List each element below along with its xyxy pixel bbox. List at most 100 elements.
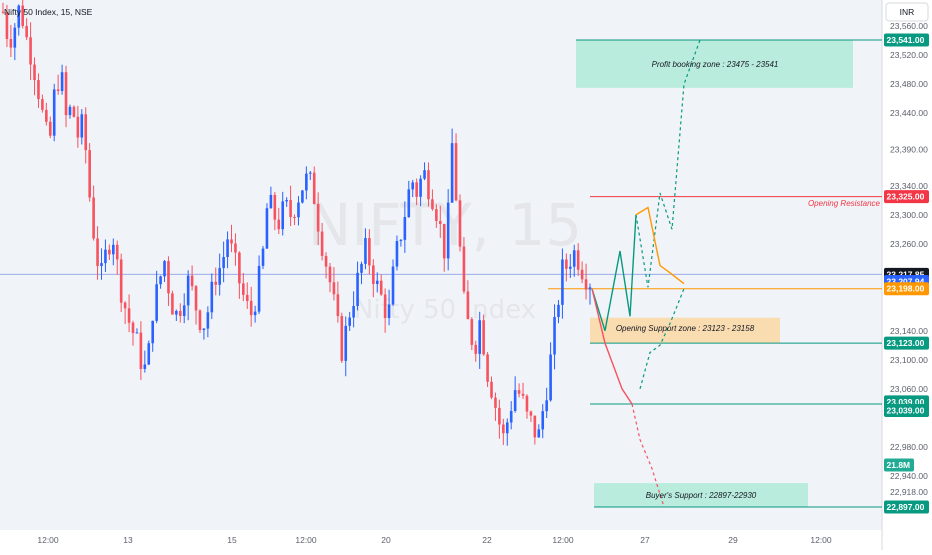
- candle-body: [48, 121, 52, 136]
- time-tick-label: 12:00: [37, 535, 59, 545]
- candle-body: [470, 319, 474, 345]
- time-tick-label: 12:00: [810, 535, 832, 545]
- candle-body: [76, 116, 80, 138]
- candle-body: [9, 39, 13, 48]
- candle-body: [348, 317, 351, 326]
- candle-body: [269, 194, 273, 209]
- support-zone-label: Opening Support zone : 23123 - 23158: [616, 324, 755, 333]
- candle-body: [517, 390, 521, 394]
- candle-body: [340, 316, 344, 361]
- opening-resistance-label: Opening Resistance: [808, 199, 881, 208]
- price-tag-text: 22,897.00: [887, 502, 925, 512]
- candle-body: [588, 287, 592, 290]
- candle-body: [486, 354, 489, 382]
- time-tick-label: 13: [123, 535, 133, 545]
- time-axis-background: [0, 530, 882, 550]
- price-tag-text: 23,039.00: [887, 397, 925, 407]
- price-tag-text: 23,541.00: [887, 35, 925, 45]
- candle-body: [537, 429, 541, 438]
- candle-body: [521, 393, 525, 396]
- bear-projection-dashed: [631, 403, 665, 508]
- candle-body: [474, 344, 478, 354]
- candle-body: [198, 310, 202, 331]
- price-tag-text: 23,325.00: [887, 192, 925, 202]
- bull-projection-dashed: [635, 39, 701, 288]
- time-tick-label: 15: [227, 535, 237, 545]
- candle-body: [96, 238, 99, 267]
- candle-body: [88, 150, 91, 198]
- candle-body: [245, 294, 249, 301]
- currency-button[interactable]: INR: [885, 2, 929, 22]
- candle-body: [143, 364, 147, 369]
- candle-body: [368, 238, 371, 266]
- candle-body: [525, 395, 529, 412]
- candle-body: [502, 424, 505, 434]
- candle-body: [360, 263, 363, 273]
- candle-body: [572, 250, 576, 267]
- candle-body: [352, 306, 355, 318]
- buyers-support-label: Buyer's Support : 22897-22930: [646, 491, 757, 500]
- price-tag-text: 21.8M: [887, 460, 911, 470]
- price-tick-label: 23,300.00: [890, 210, 928, 220]
- price-tag-bg: [884, 404, 929, 418]
- candle-body: [171, 293, 174, 315]
- price-tick-label: 23,100.00: [890, 355, 928, 365]
- candle-body: [273, 194, 277, 220]
- candle-body: [277, 219, 281, 230]
- candle-body: [458, 200, 462, 247]
- candle-body: [379, 280, 383, 295]
- bear-projection-solid: [591, 288, 633, 405]
- plot-background: [0, 0, 882, 530]
- candle-body: [324, 255, 328, 267]
- candle-body: [372, 265, 375, 285]
- candle-body: [60, 72, 64, 91]
- price-tag-text: 23,198.00: [887, 284, 925, 294]
- watermark-subtitle: Nifty 50 Index: [354, 295, 536, 325]
- candle-body: [438, 220, 442, 224]
- zones-layer: [576, 40, 853, 507]
- candle-body: [289, 200, 292, 217]
- candle-body: [41, 99, 44, 110]
- candle-body: [139, 332, 143, 369]
- price-tag-text: 23,123.00: [887, 338, 925, 348]
- bull-projection-solid: [591, 214, 637, 331]
- candle-body: [462, 246, 466, 292]
- candle-body: [435, 209, 438, 221]
- candle-body: [100, 263, 103, 267]
- levels-layer: [0, 39, 882, 508]
- candle-body: [214, 281, 218, 285]
- candle-body: [281, 201, 285, 230]
- currency-button-label[interactable]: INR: [900, 7, 915, 17]
- price-tag-bg: [884, 33, 929, 47]
- price-tick-label: 23,440.00: [890, 108, 928, 118]
- symbol-header[interactable]: Nifty 50 Index, 15, NSE: [4, 7, 93, 17]
- candle-body: [202, 328, 206, 331]
- candle-body: [565, 259, 568, 269]
- candle-body: [478, 320, 481, 354]
- profit-zone-label: Profit booking zone : 23475 - 23541: [652, 60, 779, 69]
- currency-button-frame[interactable]: [885, 2, 929, 22]
- price-tag-text: 23,039.00: [887, 406, 925, 416]
- time-tick-label: 20: [381, 535, 391, 545]
- time-tick-label: 22: [482, 535, 492, 545]
- candle-body: [553, 317, 556, 355]
- candle-body: [84, 114, 88, 151]
- candle-body: [210, 281, 214, 313]
- price-tags: 23,541.0023,325.0023,217.8523,207.9423,1…: [884, 33, 929, 514]
- candle-body: [234, 243, 237, 253]
- candle-body: [123, 302, 127, 309]
- candle-body: [33, 64, 36, 81]
- candle-body: [364, 238, 367, 264]
- buyers-support-rect: [594, 483, 808, 507]
- candle-body: [167, 261, 170, 294]
- candle-body: [127, 308, 131, 323]
- support-zone-rect: [590, 317, 780, 344]
- candle-body: [194, 286, 198, 311]
- candle-body: [29, 37, 32, 65]
- candle-body: [135, 332, 139, 334]
- recovery-projection-dashed: [639, 288, 685, 389]
- candle-body: [399, 239, 403, 242]
- price-tick-label: 23,480.00: [890, 79, 928, 89]
